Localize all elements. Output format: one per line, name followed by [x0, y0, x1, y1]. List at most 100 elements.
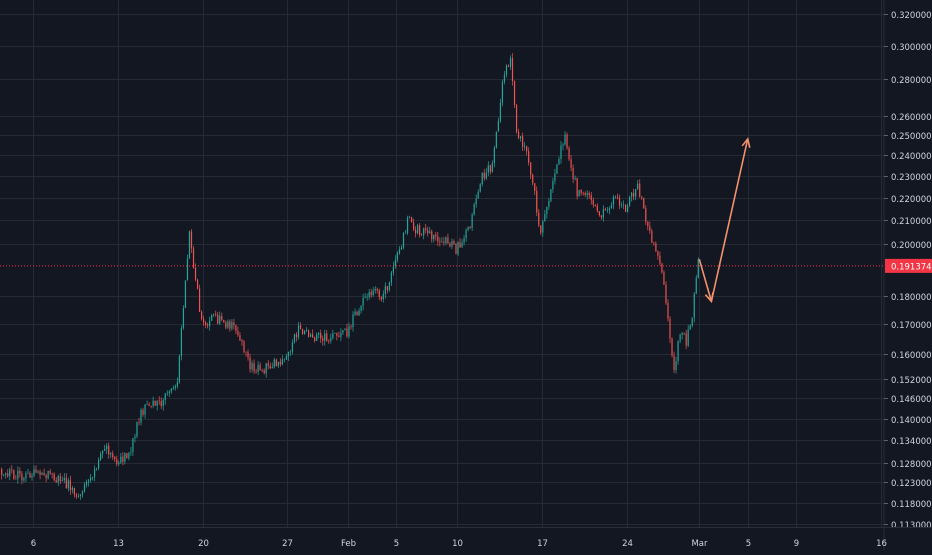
candle — [451, 238, 453, 250]
candle-body — [43, 472, 45, 476]
candle-body — [334, 332, 336, 334]
candle — [473, 202, 475, 216]
candle-body — [596, 205, 598, 212]
candle — [308, 329, 310, 338]
candle — [592, 197, 594, 208]
candle-body — [392, 266, 394, 273]
candle — [364, 293, 366, 299]
candle — [245, 351, 247, 357]
candle-body — [17, 470, 19, 480]
candle-body — [346, 328, 348, 337]
candle-body — [388, 282, 390, 291]
candle — [639, 179, 641, 198]
candle — [415, 226, 417, 238]
candle-body — [487, 165, 489, 173]
candle — [568, 146, 570, 162]
candle-body — [602, 209, 604, 218]
candle-body — [477, 191, 479, 199]
candle-body — [374, 288, 376, 291]
candle-body — [71, 487, 73, 491]
candle — [154, 400, 156, 406]
candle — [295, 331, 298, 342]
candle — [528, 147, 530, 166]
candle — [293, 333, 296, 344]
candle-body — [366, 296, 368, 298]
candle — [447, 233, 449, 244]
candle — [663, 270, 665, 286]
candle-body — [590, 195, 592, 201]
candle — [421, 232, 423, 236]
candle-body — [314, 337, 316, 341]
candle — [271, 362, 273, 369]
candle — [213, 313, 215, 318]
candle — [81, 490, 84, 498]
current-price-badge: 0.19137464 — [885, 258, 932, 273]
y-tick-label: 0.22000000 — [891, 195, 932, 205]
x-axis[interactable]: 6 13 20 27 Feb 5 10 17 24 Mar 5 9 16 — [0, 527, 932, 550]
candle-body — [227, 321, 229, 328]
candle — [419, 223, 421, 238]
candle-body — [560, 145, 562, 159]
candle-body — [372, 290, 374, 296]
candle-body — [499, 102, 502, 121]
candle — [27, 468, 29, 474]
candle-body — [528, 151, 530, 163]
candle-body — [479, 184, 481, 192]
candle-body — [243, 341, 245, 352]
candle-body — [624, 204, 627, 212]
y-tick-label: 0.21000000 — [891, 217, 932, 227]
candle — [471, 212, 473, 231]
candle-body — [532, 174, 534, 184]
y-tick-label: 0.14000000 — [891, 416, 932, 426]
candle — [594, 204, 596, 207]
candle-body — [465, 230, 467, 239]
candle-body — [449, 243, 451, 247]
candle — [614, 195, 617, 199]
candle-body — [247, 352, 249, 358]
candle-body — [382, 293, 384, 300]
candle-body — [13, 469, 15, 479]
candle-body — [136, 422, 138, 437]
candle-body — [380, 297, 382, 300]
candle — [316, 332, 318, 342]
y-axis[interactable]: 0.32000000 0.30000000 0.28000000 0.26000000… — [883, 0, 932, 550]
candle — [408, 215, 411, 219]
y-tick-label: 0.14600000 — [891, 395, 932, 405]
candle — [138, 417, 140, 426]
candle-body — [301, 328, 304, 335]
candle-body — [114, 457, 116, 460]
candle-body — [75, 494, 78, 497]
candle — [261, 368, 263, 373]
y-tick-label: 0.18000000 — [891, 293, 932, 303]
candle-body — [27, 473, 29, 474]
candle — [647, 221, 649, 231]
candle — [85, 479, 88, 488]
candle — [524, 142, 526, 151]
candle — [685, 329, 687, 350]
candle-body — [412, 222, 415, 230]
y-tick-label: 0.16000000 — [891, 351, 932, 361]
candle-body — [443, 241, 445, 243]
candle-body — [106, 445, 108, 450]
candle — [55, 477, 57, 483]
candle — [13, 469, 15, 481]
candle-body — [322, 338, 324, 341]
candle — [340, 328, 342, 342]
candle — [637, 179, 639, 191]
candle — [675, 356, 677, 374]
candle — [35, 465, 37, 474]
candle-body — [5, 473, 7, 475]
candle-body — [255, 371, 257, 372]
candle-body — [451, 240, 453, 247]
candle — [326, 330, 328, 342]
candle-body — [447, 237, 449, 244]
candle-body — [96, 468, 98, 469]
candle-body — [348, 326, 350, 337]
candle-body — [235, 325, 237, 332]
candle-body — [257, 364, 259, 372]
candle-body — [186, 258, 189, 281]
candle — [635, 188, 637, 201]
candle-body — [419, 225, 421, 236]
candle — [277, 361, 279, 368]
